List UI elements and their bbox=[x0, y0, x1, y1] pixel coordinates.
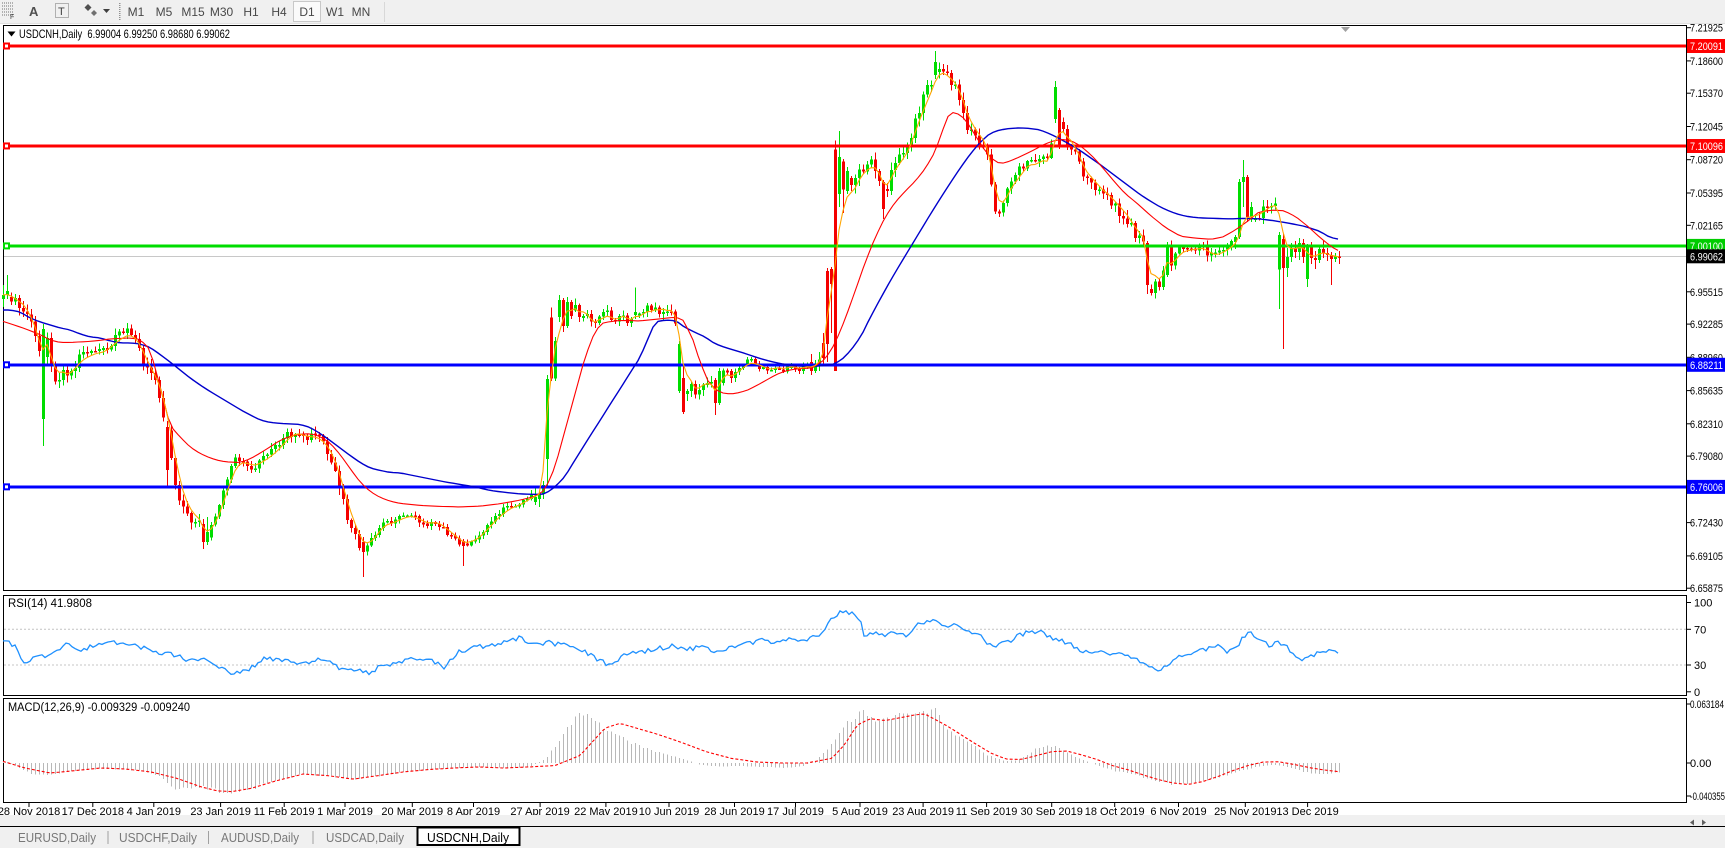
svg-text:M15: M15 bbox=[181, 5, 205, 19]
svg-text:USDCHF,Daily: USDCHF,Daily bbox=[119, 830, 197, 845]
svg-text:M1: M1 bbox=[128, 5, 145, 19]
svg-text:6.85635: 6.85635 bbox=[1690, 386, 1723, 398]
svg-text:-0.040355: -0.040355 bbox=[1690, 791, 1725, 803]
svg-text:H4: H4 bbox=[271, 5, 287, 19]
svg-text:0.063184: 0.063184 bbox=[1690, 699, 1724, 711]
svg-text:T: T bbox=[58, 6, 65, 18]
svg-text:70: 70 bbox=[1694, 624, 1706, 636]
svg-text:6.72430: 6.72430 bbox=[1690, 518, 1723, 530]
svg-text:AUDUSD,Daily: AUDUSD,Daily bbox=[221, 830, 299, 845]
svg-text:RSI(14) 41.9808: RSI(14) 41.9808 bbox=[8, 598, 92, 610]
svg-text:USDCNH,Daily: USDCNH,Daily bbox=[427, 830, 509, 845]
svg-text:0.00: 0.00 bbox=[1690, 758, 1711, 770]
svg-text:USDCNH,Daily 6.99004 6.99250: USDCNH,Daily 6.99004 6.99250 6.98680 6.9… bbox=[19, 27, 230, 41]
svg-text:USDCAD,Daily: USDCAD,Daily bbox=[326, 830, 404, 845]
svg-text:7.08720: 7.08720 bbox=[1690, 155, 1723, 167]
svg-text:M5: M5 bbox=[156, 5, 173, 19]
svg-text:6.92285: 6.92285 bbox=[1690, 319, 1723, 331]
svg-text:6.69105: 6.69105 bbox=[1690, 551, 1723, 563]
svg-text:MN: MN bbox=[352, 5, 371, 19]
svg-text:0: 0 bbox=[1694, 687, 1700, 699]
svg-text:7.21925: 7.21925 bbox=[1690, 23, 1723, 35]
svg-text:6.82310: 6.82310 bbox=[1690, 419, 1723, 431]
svg-text:7.20091: 7.20091 bbox=[1690, 41, 1723, 53]
svg-text:6.79080: 6.79080 bbox=[1690, 451, 1723, 463]
svg-text:6.88211: 6.88211 bbox=[1690, 360, 1723, 372]
svg-text:6.65875: 6.65875 bbox=[1690, 583, 1723, 595]
svg-text:7.10096: 7.10096 bbox=[1690, 141, 1723, 153]
svg-text:7.18600: 7.18600 bbox=[1690, 56, 1723, 68]
svg-text:A: A bbox=[29, 4, 39, 19]
svg-text:D1: D1 bbox=[299, 5, 315, 19]
svg-text:F: F bbox=[10, 14, 14, 21]
svg-text:W1: W1 bbox=[326, 5, 344, 19]
svg-text:6.76006: 6.76006 bbox=[1690, 482, 1723, 494]
svg-text:H1: H1 bbox=[243, 5, 259, 19]
svg-text:6.95515: 6.95515 bbox=[1690, 287, 1723, 299]
svg-text:7.12045: 7.12045 bbox=[1690, 122, 1723, 134]
svg-text:30: 30 bbox=[1694, 660, 1706, 672]
svg-text:7.15370: 7.15370 bbox=[1690, 88, 1723, 100]
svg-text:MACD(12,26,9) -0.009329 -0.009: MACD(12,26,9) -0.009329 -0.009240 bbox=[8, 702, 190, 714]
svg-text:M30: M30 bbox=[210, 5, 234, 19]
svg-text:7.02165: 7.02165 bbox=[1690, 220, 1723, 232]
svg-text:7.05395: 7.05395 bbox=[1690, 188, 1723, 200]
svg-text:EURUSD,Daily: EURUSD,Daily bbox=[18, 830, 96, 845]
svg-text:6.99062: 6.99062 bbox=[1690, 251, 1723, 263]
svg-text:100: 100 bbox=[1694, 598, 1712, 610]
